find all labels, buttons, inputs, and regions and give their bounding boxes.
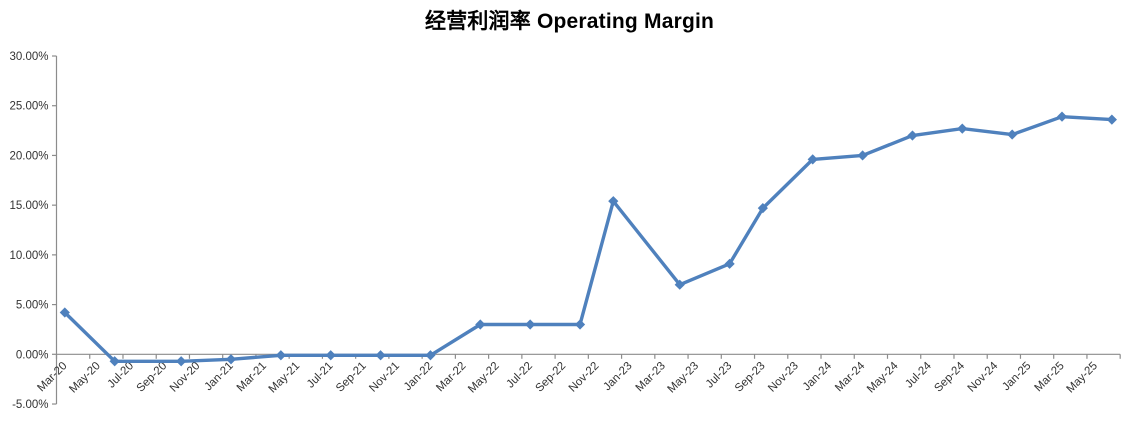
x-tick-label: Mar-22 (434, 360, 468, 394)
data-point-marker (475, 319, 486, 330)
data-point-marker (325, 350, 336, 361)
data-point-marker (907, 130, 918, 141)
x-tick-label: May-25 (1064, 360, 1100, 396)
x-tick-label: Mar-25 (1033, 360, 1067, 394)
x-tick-label: Jan-24 (801, 360, 835, 394)
data-point-marker (525, 319, 536, 330)
x-tick-label: Nov-21 (367, 360, 402, 395)
x-tick-label: Jul-20 (105, 360, 136, 391)
data-point-marker (1056, 111, 1068, 122)
x-tick-label: Sep-20 (135, 360, 170, 395)
data-point-marker (674, 279, 685, 290)
x-tick-label: May-20 (67, 360, 103, 396)
y-tick-label: 20.00% (9, 150, 48, 162)
series-line (63, 114, 1114, 363)
data-point-marker (1007, 129, 1018, 140)
x-tick-label: Sep-21 (334, 360, 369, 395)
y-tick-label: 10.00% (9, 250, 48, 262)
data-point-marker (857, 150, 868, 161)
x-tick-label: Jul-22 (504, 360, 535, 391)
y-tick-label: 0.00% (16, 349, 49, 361)
y-tick-label: 30.00% (9, 51, 48, 63)
data-point-marker (425, 350, 436, 361)
data-point-marker (275, 350, 286, 361)
data-point-marker (375, 350, 386, 361)
x-tick-label: Sep-23 (733, 360, 768, 395)
x-tick-label: May-24 (865, 360, 901, 396)
x-tick-label: May-21 (267, 360, 303, 396)
data-point-marker (608, 196, 619, 207)
y-tick-label: -5.00% (12, 399, 48, 411)
x-tick-label: Nov-20 (168, 360, 203, 395)
y-tick-label: 5.00% (16, 300, 49, 312)
data-point-marker (757, 203, 768, 214)
x-tick-label: Jul-21 (305, 360, 336, 391)
y-tick-label: 25.00% (9, 101, 48, 113)
x-tick-label: Mar-23 (634, 360, 668, 394)
x-tick-label: Nov-22 (567, 360, 602, 395)
x-tick-label: Mar-20 (35, 360, 69, 394)
x-tick-label: Jul-24 (903, 360, 934, 391)
data-point-marker (225, 354, 237, 365)
chart-title: 经营利润率 Operating Margin (424, 10, 715, 33)
x-tick-label: Nov-23 (766, 360, 801, 395)
data-point-marker (1106, 114, 1117, 125)
y-tick-label: 15.00% (9, 200, 48, 212)
x-tick-label: May-23 (666, 360, 702, 396)
x-tick-label: May-22 (466, 360, 502, 396)
x-tick-label: Jan-23 (601, 360, 634, 393)
x-tick-label: Sep-22 (534, 360, 569, 395)
x-tick-label: Mar-24 (833, 360, 868, 395)
data-point-marker (807, 154, 818, 165)
data-point-marker (176, 356, 187, 367)
x-tick-label: Nov-24 (966, 360, 1001, 395)
x-tick-label: Jan-25 (1000, 360, 1033, 393)
x-tick-label: Mar-21 (235, 360, 269, 394)
x-tick-label: Jan-22 (402, 360, 435, 393)
x-tick-label: Sep-24 (932, 360, 967, 395)
x-tick-label: Jan-21 (202, 360, 235, 393)
data-point-marker (724, 258, 735, 269)
data-point-marker (574, 319, 586, 330)
x-tick-label: Jul-23 (704, 360, 735, 391)
data-point-marker (957, 123, 968, 134)
data-point-marker (59, 307, 70, 318)
data-point-marker (109, 356, 120, 367)
